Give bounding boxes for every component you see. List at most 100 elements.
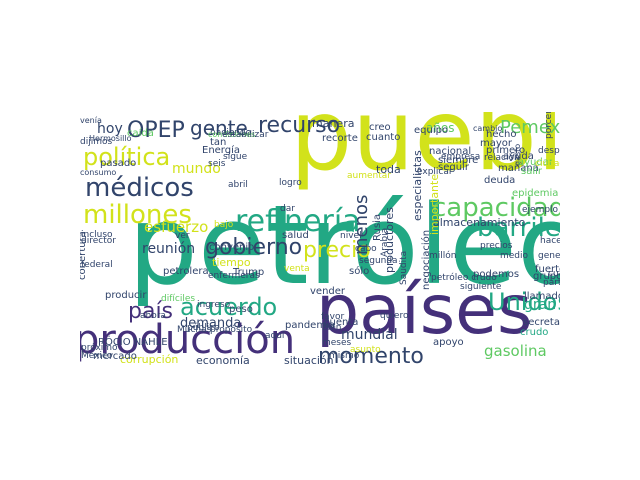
word-72: tan	[210, 137, 227, 148]
word-20: esfuerzo	[144, 218, 209, 236]
word-44: gran	[524, 297, 557, 313]
word-82: equipo	[414, 125, 449, 136]
word-14: gobierno	[205, 235, 303, 260]
word-49: cuenta	[324, 317, 359, 328]
word-93: seis	[208, 159, 226, 169]
word-88: ejemplo	[522, 205, 559, 215]
word-62: mayor	[480, 138, 513, 149]
word-11: recurso	[258, 113, 341, 138]
word-122: logro	[279, 178, 302, 188]
word-61: primero	[486, 145, 526, 156]
word-89: ciudad	[535, 159, 560, 169]
word-107: público	[187, 323, 220, 333]
word-116: dar	[280, 204, 295, 214]
word-111: parte	[543, 278, 560, 288]
word-121: difíciles	[161, 294, 196, 304]
word-139: hace	[540, 236, 560, 246]
word-2: pueblo	[290, 112, 560, 193]
word-26: almacenamiento	[433, 216, 526, 229]
word-125: empresa	[441, 152, 481, 162]
word-71: Energía	[202, 145, 240, 156]
word-124: sigue	[223, 152, 248, 162]
word-53: recorte	[322, 133, 358, 144]
word-109: Muchas	[177, 325, 212, 335]
word-104: convenio	[209, 242, 255, 253]
word-100: vender	[310, 286, 346, 297]
word-21: reunión	[142, 241, 196, 257]
word-129: después	[538, 146, 560, 156]
word-86: ayudar	[518, 157, 553, 168]
word-10: gente	[190, 116, 248, 140]
word-50: salud	[282, 230, 309, 241]
word-67: peso	[229, 304, 253, 315]
word-94: venta	[284, 264, 310, 274]
word-138: aquí	[265, 331, 285, 341]
word-134: nivel	[340, 231, 362, 241]
word-54: creo	[369, 122, 391, 133]
word-126: relación	[484, 153, 520, 163]
word-18: precio	[303, 238, 371, 263]
word-30: situación	[284, 354, 334, 367]
word-1: países	[316, 271, 533, 350]
word-29: mundo	[172, 161, 221, 177]
word-120: ingreso	[197, 300, 231, 310]
word-22: mundial	[341, 327, 398, 343]
word-80: condiciones	[208, 130, 256, 139]
word-106: federal	[81, 260, 113, 270]
word-117: incluso	[81, 230, 113, 240]
word-78: venía	[80, 116, 102, 125]
word-127: siguiente	[460, 282, 502, 292]
word-96: asunto	[350, 345, 381, 355]
word-43: secretaria	[523, 317, 560, 328]
word-101: sólo	[349, 266, 370, 277]
word-98: mismo	[329, 351, 360, 361]
word-17: momento	[318, 344, 424, 368]
word-75: consumo	[80, 168, 117, 177]
word-103: Rusia	[372, 214, 383, 241]
word-81: estabilizar	[222, 130, 269, 140]
word-59: deuda	[484, 175, 516, 186]
word-115: cabo	[355, 244, 377, 254]
word-137: quiero	[380, 311, 409, 321]
word-12: Pemex	[500, 117, 560, 138]
word-5: capacidad	[432, 193, 560, 223]
word-77: caída	[127, 128, 154, 139]
word-52: manera	[312, 117, 355, 130]
word-15: acuerdo	[180, 293, 278, 321]
word-69: próximo	[81, 343, 118, 353]
word-16: país	[128, 299, 174, 324]
word-32: corrupción	[120, 353, 179, 366]
word-36: tiempo	[212, 256, 251, 269]
word-79: haciendo	[210, 128, 252, 138]
word-6: millones	[83, 200, 192, 230]
word-24: gasolina	[484, 342, 547, 360]
word-113: petróleo crudo	[431, 273, 497, 283]
word-23: demanda	[180, 316, 242, 331]
word-136: ahora	[140, 311, 166, 321]
word-64: toda	[376, 163, 401, 176]
word-95: favor	[321, 312, 345, 322]
word-128: explicar	[417, 167, 453, 177]
word-46: grupo	[533, 271, 560, 282]
word-0: petróleo	[128, 181, 560, 309]
word-55: cuanto	[366, 132, 401, 143]
word-38: especialistas	[411, 150, 424, 221]
word-63: hecho	[486, 129, 517, 140]
word-92: enfermeras	[208, 271, 260, 281]
word-7: médicos	[85, 173, 194, 203]
word-133: precios	[480, 241, 513, 251]
word-58: mañana	[498, 163, 539, 174]
word-99: meses	[322, 338, 352, 348]
word-8: política	[83, 143, 171, 171]
word-39: importante	[428, 173, 441, 235]
word-97: bien	[322, 323, 342, 333]
word-119: bajo	[214, 220, 234, 230]
word-132: medio	[500, 251, 529, 261]
word-66: producir	[105, 290, 147, 301]
word-135: ver	[175, 231, 190, 241]
word-131: millón	[429, 251, 457, 261]
word-48: apoyo	[433, 337, 464, 348]
word-28: hoy	[97, 121, 123, 137]
word-114: segunda	[359, 256, 398, 266]
word-70: México	[81, 351, 113, 361]
